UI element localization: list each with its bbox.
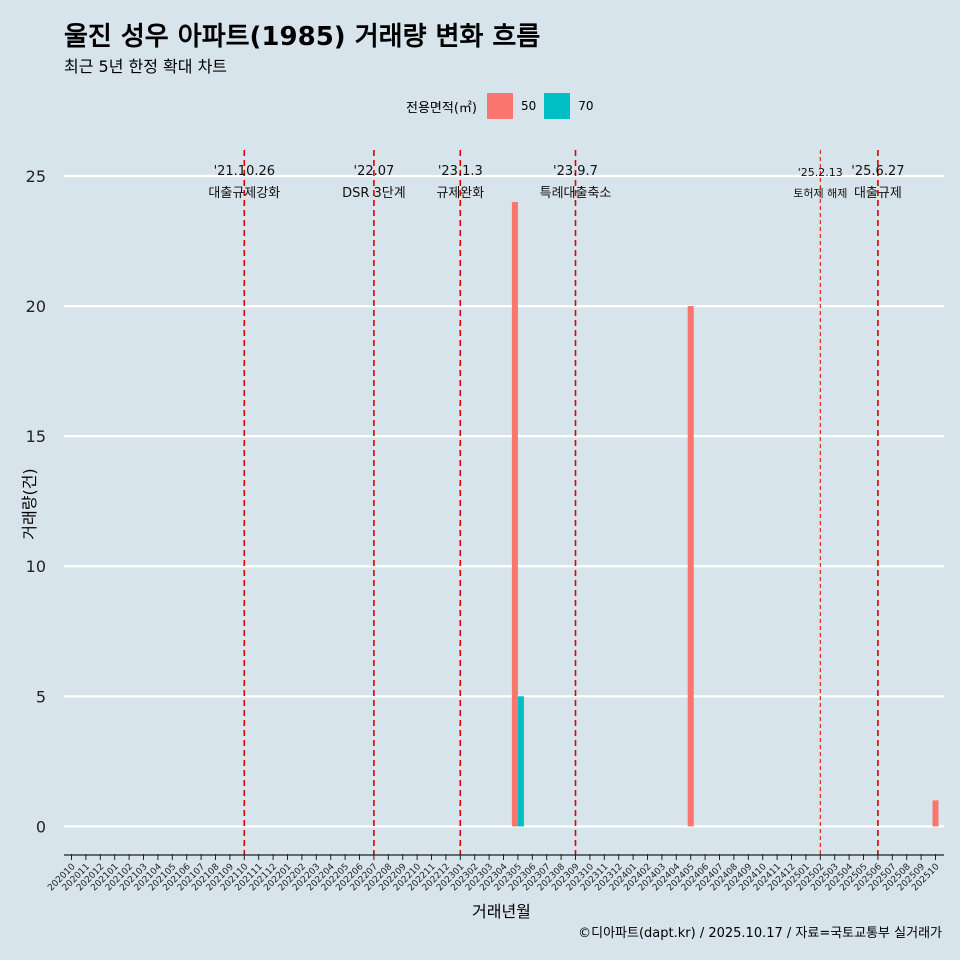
y-tick-label-0: 0 (36, 817, 46, 836)
y-tick-label-20: 20 (26, 297, 46, 316)
chart-subtitle: 최근 5년 한정 확대 차트 (64, 57, 228, 76)
event-label-5: 대출규제 (854, 186, 902, 201)
event-label-3: 특례대출축소 (540, 186, 612, 201)
legend-label-70: 70 (578, 99, 594, 113)
bar-70-202305 (517, 696, 524, 827)
y-tick-label-5: 5 (36, 687, 46, 706)
event-date-0: '21.10.26 (214, 164, 275, 179)
event-date-1: '22.07 (354, 164, 395, 179)
event-label-2: 규제완화 (436, 186, 484, 201)
event-date-4: '25.2.13 (798, 166, 843, 179)
source-caption: ©디아파트(dapt.kr) / 2025.10.17 / 자료=국토교통부 실… (578, 926, 942, 941)
event-date-5: '25.6.27 (851, 164, 904, 179)
bar-50-202405 (687, 306, 694, 827)
y-axis-title: 거래량(건) (20, 468, 39, 540)
legend: 전용면적(㎡) 50 70 (406, 92, 602, 120)
legend-swatch-70 (544, 93, 571, 119)
event-label-0: 대출규제강화 (208, 186, 280, 201)
bar-50-202305 (511, 202, 518, 827)
legend-swatch-50 (486, 93, 513, 119)
y-tick-label-10: 10 (26, 557, 46, 576)
event-label-1: DSR 3단계 (342, 186, 406, 201)
legend-title: 전용면적(㎡) (406, 100, 477, 116)
chart-title: 울진 성우 아파트(1985) 거래량 변화 흐름 (64, 22, 541, 52)
bar-50-202510 (932, 800, 939, 827)
event-date-2: '23.1.3 (438, 164, 483, 179)
y-tick-label-15: 15 (26, 427, 46, 446)
x-axis-title: 거래년월 (472, 902, 531, 921)
event-date-3: '23.9.7 (553, 164, 598, 179)
legend-label-50: 50 (520, 99, 537, 113)
y-tick-label-25: 25 (26, 167, 46, 186)
event-label-4: 토허제 해제 (793, 186, 847, 200)
